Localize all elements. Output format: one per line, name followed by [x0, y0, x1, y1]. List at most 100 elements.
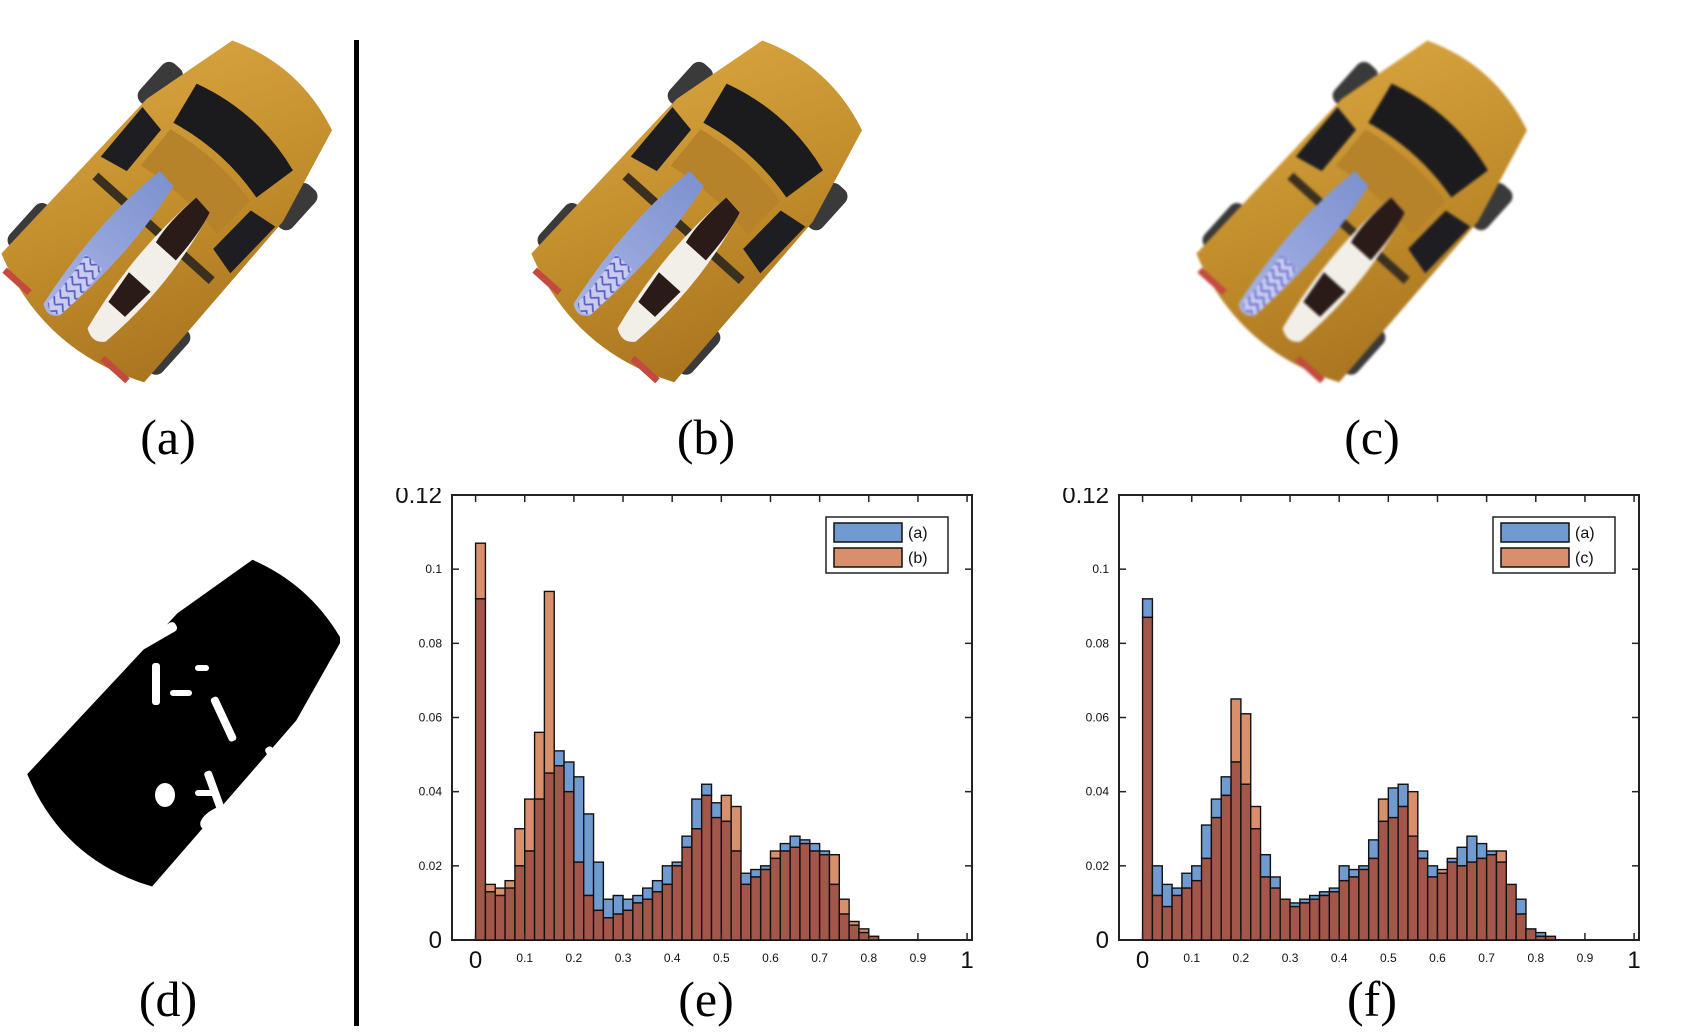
bar-upper	[1269, 876, 1281, 889]
caption-c: (c)	[1344, 409, 1400, 465]
bar-overlap	[612, 913, 624, 941]
bar-upper	[622, 898, 634, 912]
bar-overlap	[691, 828, 703, 941]
y-tick-label: 0.02	[1086, 859, 1110, 873]
y-tick-label: 0.08	[1086, 636, 1110, 650]
bar-overlap	[1338, 879, 1350, 941]
bar-upper	[1397, 783, 1409, 808]
bar-overlap	[1515, 913, 1527, 941]
y-tick-label: 0.1	[1092, 562, 1109, 576]
bar-overlap	[1485, 854, 1498, 941]
bar-overlap	[592, 909, 605, 941]
bar-overlap	[602, 917, 614, 941]
bar-upper	[504, 879, 516, 889]
histogram-e: 0 0.02 0.04 0.06 0.08 0.1 0.12 0 0.1 0.2 0.3 0.4 0.5…	[395, 488, 973, 968]
mask-highlights	[87, 622, 318, 832]
bar-overlap	[818, 854, 831, 941]
bar-overlap	[1181, 887, 1193, 941]
legend-swatch	[1500, 522, 1570, 543]
bar-upper	[1161, 883, 1173, 908]
bar-overlap	[720, 820, 732, 941]
bar-upper	[1220, 776, 1232, 797]
bar-overlap	[828, 883, 840, 941]
y-tick-label: 0	[429, 927, 442, 954]
y-tick-label: 0.06	[419, 711, 443, 725]
caption-a: (a)	[140, 409, 196, 465]
bar-overlap	[573, 861, 585, 941]
legend-label: (b)	[908, 550, 928, 567]
bar-upper	[651, 879, 664, 893]
bar-overlap	[1318, 894, 1331, 941]
x-tick-label: 0.5	[1380, 951, 1397, 965]
x-tick-label: 0.2	[566, 951, 583, 965]
bar-upper	[1200, 824, 1213, 860]
x-tick-label: 0.4	[1331, 951, 1348, 965]
bar-overlap	[1220, 794, 1232, 941]
bar-upper	[700, 783, 713, 797]
bar-overlap	[651, 891, 664, 941]
bar-upper	[1387, 787, 1399, 819]
bar-upper	[828, 854, 840, 886]
bar-upper	[691, 798, 703, 830]
bar-upper	[1377, 798, 1390, 823]
bar-upper	[1515, 898, 1527, 915]
bar-overlap	[1210, 816, 1222, 941]
x-tick-label: 0.1	[516, 951, 533, 965]
bar-overlap	[524, 850, 536, 941]
bar-overlap	[1358, 868, 1370, 941]
bar-overlap	[1191, 879, 1203, 941]
bar-overlap	[789, 846, 801, 941]
x-tick-label: 0.1	[1183, 951, 1200, 965]
x-tick-label: 0.6	[762, 951, 779, 965]
y-tick-label: 0.08	[419, 636, 443, 650]
y-tick-label: 0.06	[1086, 711, 1110, 725]
car-image-a	[0, 20, 340, 400]
bar-overlap	[543, 772, 555, 941]
bar-upper	[1348, 868, 1360, 878]
bar-overlap	[622, 909, 634, 941]
bar-overlap	[504, 887, 516, 941]
bar-upper	[632, 894, 644, 904]
bar-overlap	[563, 790, 575, 941]
bar-upper	[533, 731, 546, 800]
y-tick-label: 0.12	[1062, 488, 1109, 509]
bar-overlap	[769, 857, 782, 941]
legend-swatch	[833, 547, 903, 568]
bar-overlap	[494, 894, 506, 941]
bar-overlap	[1279, 898, 1291, 941]
caption-b: (b)	[676, 409, 736, 465]
x-tick-label: 0.7	[1478, 951, 1495, 965]
car-image-b	[530, 20, 870, 400]
bar-overlap	[681, 846, 693, 941]
bar-overlap	[1269, 887, 1281, 941]
bar-overlap	[1161, 905, 1173, 941]
y-tick-label: 0.02	[419, 859, 443, 873]
bar-overlap	[1299, 902, 1311, 941]
bar-upper	[494, 887, 506, 897]
legend-label: (c)	[1575, 550, 1594, 567]
bar-overlap	[1397, 805, 1409, 941]
caption-f: (f)	[1347, 971, 1397, 1027]
bar-overlap	[858, 931, 870, 941]
bar-upper	[612, 894, 624, 915]
bar-upper	[602, 898, 614, 919]
bar-upper	[641, 887, 654, 900]
bar-overlap	[799, 842, 811, 941]
bar-overlap	[1259, 876, 1272, 941]
bar-overlap	[730, 850, 742, 941]
bar-upper	[779, 842, 791, 852]
bar-overlap	[750, 876, 762, 941]
caption-d: (d)	[138, 971, 198, 1027]
y-tick-label: 0.04	[1086, 785, 1110, 799]
bar-overlap	[1456, 865, 1468, 941]
bar-overlap	[700, 794, 713, 941]
x-tick-label: 0.5	[713, 951, 730, 965]
bar-overlap	[671, 865, 683, 941]
bar-overlap	[1308, 898, 1321, 941]
bar-upper	[750, 868, 762, 878]
bar-overlap	[553, 765, 565, 941]
x-tick-label: 1	[1627, 947, 1640, 968]
bar-upper	[720, 794, 732, 823]
bar-overlap	[1289, 905, 1301, 941]
bar-upper	[838, 898, 850, 915]
